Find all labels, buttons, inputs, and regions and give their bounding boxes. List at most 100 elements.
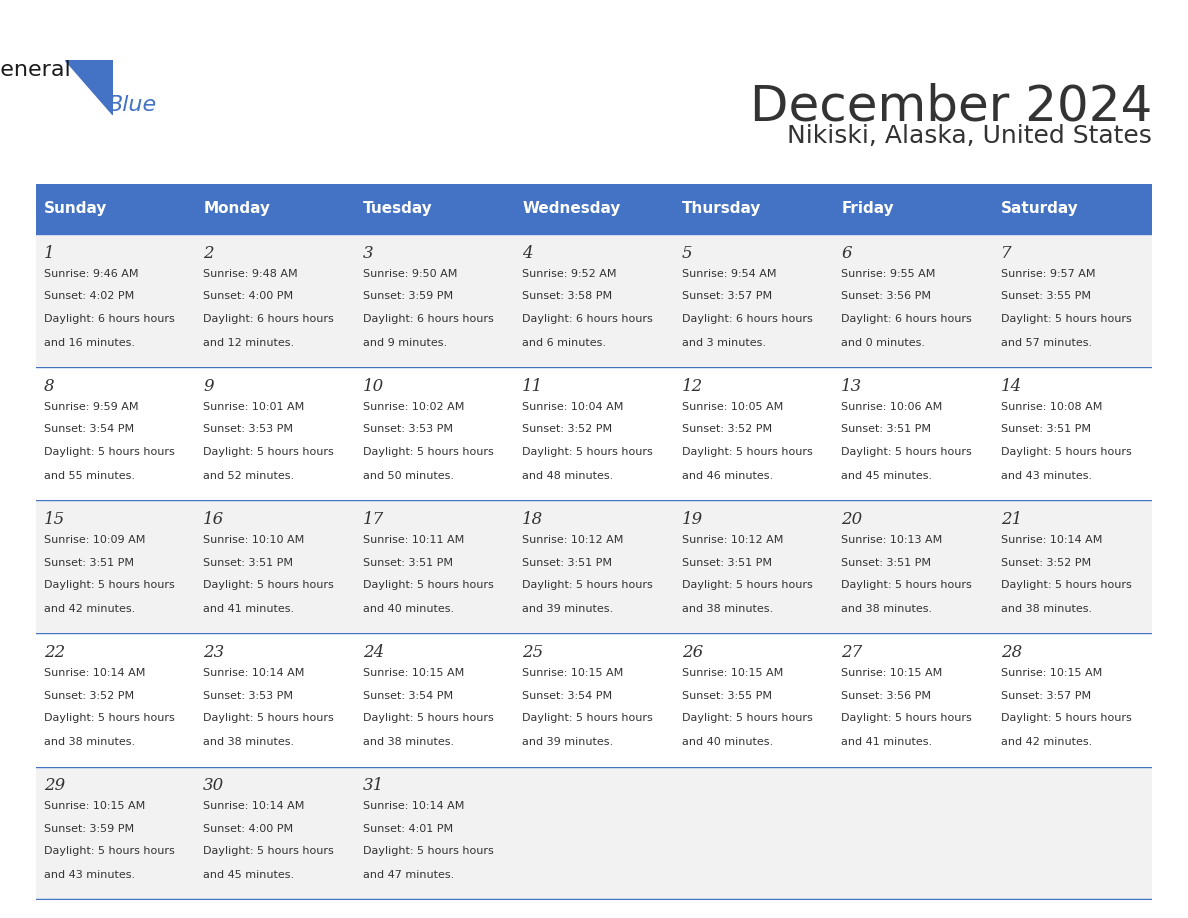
Text: Daylight: 5 hours hours: Daylight: 5 hours hours [841, 713, 972, 723]
Text: Daylight: 5 hours hours: Daylight: 5 hours hours [362, 447, 493, 457]
Text: 21: 21 [1000, 511, 1022, 528]
Text: Sunrise: 9:50 AM: Sunrise: 9:50 AM [362, 269, 457, 279]
Text: 8: 8 [44, 378, 55, 395]
Text: Sunrise: 10:15 AM: Sunrise: 10:15 AM [523, 668, 624, 678]
Text: and 45 minutes.: and 45 minutes. [203, 870, 295, 880]
Text: Sunrise: 10:11 AM: Sunrise: 10:11 AM [362, 535, 465, 545]
Text: and 42 minutes.: and 42 minutes. [44, 604, 135, 614]
Text: and 3 minutes.: and 3 minutes. [682, 338, 766, 348]
Text: Sunset: 3:52 PM: Sunset: 3:52 PM [44, 690, 134, 700]
Text: Sunset: 3:51 PM: Sunset: 3:51 PM [362, 557, 453, 567]
Text: Daylight: 5 hours hours: Daylight: 5 hours hours [523, 447, 653, 457]
Text: and 0 minutes.: and 0 minutes. [841, 338, 925, 348]
Text: 28: 28 [1000, 644, 1022, 661]
Text: Monday: Monday [203, 201, 270, 217]
Text: and 38 minutes.: and 38 minutes. [682, 604, 773, 614]
Text: and 40 minutes.: and 40 minutes. [362, 604, 454, 614]
Text: and 38 minutes.: and 38 minutes. [841, 604, 933, 614]
Text: Daylight: 5 hours hours: Daylight: 5 hours hours [523, 580, 653, 590]
Text: Daylight: 6 hours hours: Daylight: 6 hours hours [523, 314, 653, 324]
Text: and 38 minutes.: and 38 minutes. [362, 737, 454, 747]
Text: Sunrise: 10:14 AM: Sunrise: 10:14 AM [203, 801, 304, 812]
Text: Friday: Friday [841, 201, 893, 217]
Text: and 55 minutes.: and 55 minutes. [44, 471, 134, 481]
Text: Sunset: 3:54 PM: Sunset: 3:54 PM [44, 424, 134, 434]
Text: 14: 14 [1000, 378, 1022, 395]
Text: 6: 6 [841, 245, 852, 262]
Text: and 43 minutes.: and 43 minutes. [1000, 471, 1092, 481]
Text: Sunset: 3:56 PM: Sunset: 3:56 PM [841, 690, 931, 700]
Text: and 38 minutes.: and 38 minutes. [203, 737, 295, 747]
Text: and 47 minutes.: and 47 minutes. [362, 870, 454, 880]
Text: Sunset: 3:52 PM: Sunset: 3:52 PM [682, 424, 772, 434]
Text: Sunset: 3:57 PM: Sunset: 3:57 PM [1000, 690, 1091, 700]
Text: Daylight: 5 hours hours: Daylight: 5 hours hours [44, 713, 175, 723]
Text: Sunrise: 10:02 AM: Sunrise: 10:02 AM [362, 402, 465, 412]
Text: Sunset: 3:53 PM: Sunset: 3:53 PM [203, 424, 293, 434]
Text: Sunrise: 9:59 AM: Sunrise: 9:59 AM [44, 402, 138, 412]
Text: and 50 minutes.: and 50 minutes. [362, 471, 454, 481]
Text: Sunrise: 10:14 AM: Sunrise: 10:14 AM [203, 668, 304, 678]
Text: Daylight: 5 hours hours: Daylight: 5 hours hours [44, 447, 175, 457]
Text: and 6 minutes.: and 6 minutes. [523, 338, 606, 348]
Text: Daylight: 5 hours hours: Daylight: 5 hours hours [362, 713, 493, 723]
Text: Sunrise: 10:15 AM: Sunrise: 10:15 AM [841, 668, 942, 678]
Text: 30: 30 [203, 778, 225, 794]
Text: 20: 20 [841, 511, 862, 528]
Text: 19: 19 [682, 511, 703, 528]
Text: Sunrise: 10:15 AM: Sunrise: 10:15 AM [682, 668, 783, 678]
Text: Daylight: 5 hours hours: Daylight: 5 hours hours [203, 846, 334, 856]
Text: Sunrise: 10:05 AM: Sunrise: 10:05 AM [682, 402, 783, 412]
Text: 15: 15 [44, 511, 65, 528]
Text: 26: 26 [682, 644, 703, 661]
Text: 11: 11 [523, 378, 543, 395]
Text: Sunset: 4:00 PM: Sunset: 4:00 PM [203, 291, 293, 301]
Text: Daylight: 5 hours hours: Daylight: 5 hours hours [1000, 314, 1131, 324]
Text: Sunrise: 10:09 AM: Sunrise: 10:09 AM [44, 535, 145, 545]
Text: Sunset: 3:59 PM: Sunset: 3:59 PM [44, 823, 134, 834]
Text: and 48 minutes.: and 48 minutes. [523, 471, 613, 481]
Text: Sunday: Sunday [44, 201, 107, 217]
Text: Blue: Blue [107, 95, 156, 116]
Text: Daylight: 5 hours hours: Daylight: 5 hours hours [682, 713, 813, 723]
Text: Sunset: 3:53 PM: Sunset: 3:53 PM [203, 690, 293, 700]
Text: and 38 minutes.: and 38 minutes. [1000, 604, 1092, 614]
Text: 29: 29 [44, 778, 65, 794]
Text: Daylight: 5 hours hours: Daylight: 5 hours hours [44, 846, 175, 856]
Text: and 39 minutes.: and 39 minutes. [523, 604, 613, 614]
Text: Sunrise: 10:15 AM: Sunrise: 10:15 AM [362, 668, 465, 678]
Text: Sunrise: 10:12 AM: Sunrise: 10:12 AM [682, 535, 783, 545]
Text: December 2024: December 2024 [750, 83, 1152, 130]
Text: Daylight: 5 hours hours: Daylight: 5 hours hours [841, 447, 972, 457]
Text: Daylight: 5 hours hours: Daylight: 5 hours hours [362, 580, 493, 590]
Text: Daylight: 6 hours hours: Daylight: 6 hours hours [44, 314, 175, 324]
Text: Sunset: 3:51 PM: Sunset: 3:51 PM [1000, 424, 1091, 434]
Text: 13: 13 [841, 378, 862, 395]
Text: Sunset: 3:51 PM: Sunset: 3:51 PM [203, 557, 293, 567]
Text: Sunrise: 9:52 AM: Sunrise: 9:52 AM [523, 269, 617, 279]
Text: Sunset: 3:55 PM: Sunset: 3:55 PM [682, 690, 772, 700]
Text: Sunrise: 10:04 AM: Sunrise: 10:04 AM [523, 402, 624, 412]
Text: 24: 24 [362, 644, 384, 661]
Text: Sunrise: 10:15 AM: Sunrise: 10:15 AM [44, 801, 145, 812]
Text: and 40 minutes.: and 40 minutes. [682, 737, 773, 747]
Text: Nikiski, Alaska, United States: Nikiski, Alaska, United States [788, 124, 1152, 148]
Text: Sunrise: 9:55 AM: Sunrise: 9:55 AM [841, 269, 936, 279]
Text: Daylight: 5 hours hours: Daylight: 5 hours hours [1000, 580, 1131, 590]
Text: Sunset: 3:54 PM: Sunset: 3:54 PM [523, 690, 612, 700]
Text: Sunrise: 10:12 AM: Sunrise: 10:12 AM [523, 535, 624, 545]
Text: Daylight: 5 hours hours: Daylight: 5 hours hours [1000, 713, 1131, 723]
Text: Sunrise: 10:13 AM: Sunrise: 10:13 AM [841, 535, 942, 545]
Text: General: General [0, 60, 71, 80]
Text: and 9 minutes.: and 9 minutes. [362, 338, 447, 348]
Text: Daylight: 5 hours hours: Daylight: 5 hours hours [44, 580, 175, 590]
Text: and 39 minutes.: and 39 minutes. [523, 737, 613, 747]
Text: Daylight: 6 hours hours: Daylight: 6 hours hours [682, 314, 813, 324]
Text: and 41 minutes.: and 41 minutes. [841, 737, 933, 747]
Text: Sunrise: 10:14 AM: Sunrise: 10:14 AM [362, 801, 465, 812]
Text: Sunset: 3:54 PM: Sunset: 3:54 PM [362, 690, 453, 700]
Text: 9: 9 [203, 378, 214, 395]
Text: Sunset: 3:51 PM: Sunset: 3:51 PM [682, 557, 772, 567]
Text: Sunset: 3:52 PM: Sunset: 3:52 PM [1000, 557, 1091, 567]
Text: Daylight: 5 hours hours: Daylight: 5 hours hours [682, 447, 813, 457]
